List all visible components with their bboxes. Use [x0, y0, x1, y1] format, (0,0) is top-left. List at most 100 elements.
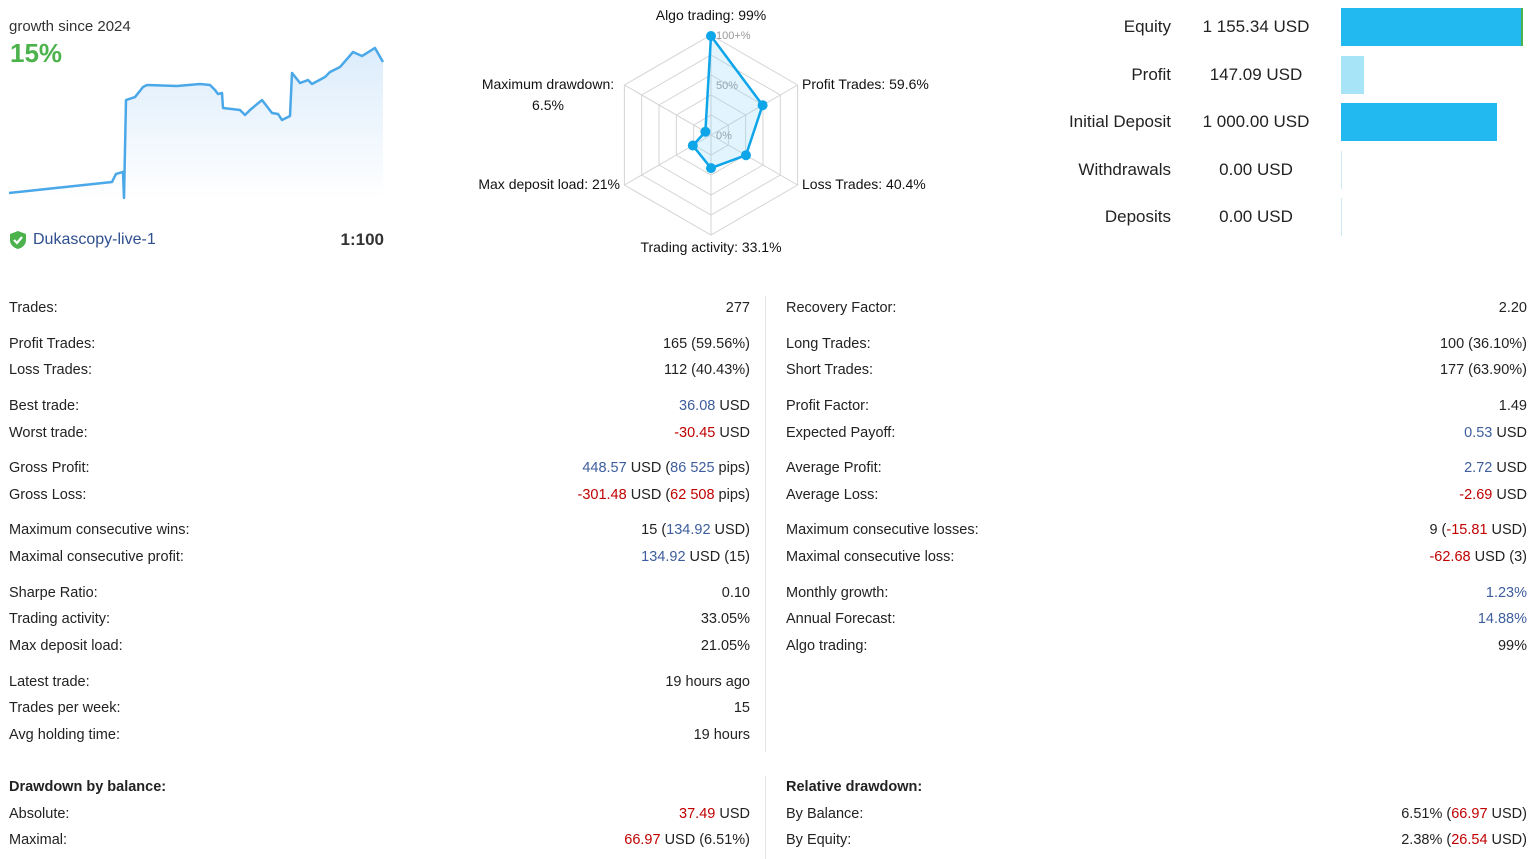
stat-row: Maximal: 66.97 USD (6.51%)	[9, 832, 750, 848]
balance-row: Deposits 0.00 USD	[1040, 198, 1342, 236]
stat-row: Avg holding time: 19 hours	[9, 727, 750, 743]
stat-value-part: USD (6.51%)	[660, 832, 750, 848]
stat-row: Trades per week: 15	[9, 700, 750, 716]
stat-value-part: 15	[733, 700, 750, 716]
stat-value-part: 100 (36.10%)	[1439, 336, 1527, 352]
stat-value-part: 0.10	[721, 585, 750, 601]
radar-axis-label: Max deposit load: 21%	[478, 176, 620, 192]
stat-value-part: 134.92	[641, 549, 686, 565]
stat-label: Maximal consecutive loss:	[786, 549, 955, 565]
radar-point	[687, 140, 698, 151]
radar-axis-label: Algo trading: 99%	[656, 7, 767, 23]
balance-row: Initial Deposit 1 000.00 USD	[1040, 103, 1497, 141]
stat-row: Recovery Factor: 2.20	[786, 300, 1527, 316]
server-link[interactable]: Dukascopy-live-1	[9, 230, 156, 250]
stat-label: Profit Factor:	[786, 398, 869, 414]
balance-label: Profit	[1131, 64, 1171, 84]
radar-series-area	[691, 32, 765, 170]
stat-value: 165 (59.56%)	[663, 336, 750, 352]
balance-label: Initial Deposit	[1068, 112, 1171, 131]
growth-label: growth since 2024	[9, 18, 131, 35]
stat-value-part: 112 (40.43%)	[664, 362, 750, 378]
stat-label: Gross Profit:	[9, 460, 90, 476]
stat-label: Relative drawdown:	[786, 779, 923, 795]
balance-bar	[1341, 198, 1342, 236]
stat-value-part: 9 (	[1429, 522, 1447, 538]
radar-point	[706, 31, 716, 41]
stat-label: Algo trading:	[786, 638, 868, 654]
stat-label: Gross Loss:	[9, 487, 87, 503]
stat-row: Drawdown by balance:	[9, 779, 750, 795]
stat-row: Average Profit: 2.72 USD	[786, 460, 1527, 476]
stat-value: 19 hours	[694, 727, 750, 743]
stat-row: Latest trade: 19 hours ago	[9, 674, 750, 690]
stat-value: 9 (-15.81 USD)	[1429, 522, 1527, 538]
stat-row: Relative drawdown:	[786, 779, 1527, 795]
stat-value: 1.49	[1499, 398, 1527, 414]
stat-row: Loss Trades: 112 (40.43%)	[9, 362, 750, 378]
stat-row: Best trade: 36.08 USD	[9, 398, 750, 414]
stat-row: Short Trades: 177 (63.90%)	[786, 362, 1527, 378]
stat-label: Recovery Factor:	[786, 300, 897, 316]
stat-value-part: USD	[715, 425, 750, 441]
stat-value-part: USD (	[626, 460, 671, 476]
stat-label: Latest trade:	[9, 674, 90, 690]
stat-value-part: USD	[715, 806, 750, 822]
stat-value: -2.69 USD	[1459, 487, 1527, 503]
stat-value: 277	[726, 300, 750, 316]
stat-value-part: 86 525	[670, 460, 715, 476]
radar-scale-label: 50%	[716, 80, 738, 92]
growth-chart[interactable]	[0, 40, 390, 210]
stat-label: Short Trades:	[786, 362, 874, 378]
stat-label: Trades per week:	[9, 700, 121, 716]
stat-value-part: USD)	[1487, 522, 1527, 538]
balance-bar	[1341, 8, 1523, 46]
stat-value-part: 6.51% (	[1401, 806, 1452, 822]
stat-value: 21.05%	[701, 638, 750, 654]
stat-label: Annual Forecast:	[786, 611, 896, 627]
stat-row: Profit Factor: 1.49	[786, 398, 1527, 414]
radar-axis-label: Loss Trades: 40.4%	[802, 176, 926, 192]
stat-value: -30.45 USD	[674, 425, 750, 441]
stat-row: Trades: 277	[9, 300, 750, 316]
stat-value: 6.51% (66.97 USD)	[1401, 806, 1527, 822]
growth-line	[8, 46, 385, 200]
stat-row: Max deposit load: 21.05%	[9, 638, 750, 654]
stat-value-part: 177 (63.90%)	[1439, 362, 1527, 378]
stat-value-part: 165 (59.56%)	[662, 336, 750, 352]
radar-axis-label: Maximum drawdown:	[482, 76, 614, 92]
stat-row: Maximum consecutive wins: 15 (134.92 USD)	[9, 522, 750, 538]
stat-value-part: 1.23%	[1485, 585, 1527, 601]
stat-row: Maximal consecutive loss: -62.68 USD (3)	[786, 549, 1527, 565]
radar-axis	[710, 134, 798, 186]
stat-value: 99%	[1498, 638, 1527, 654]
column-divider	[765, 296, 766, 752]
stat-value-part: pips)	[714, 487, 750, 503]
stat-row: Monthly growth: 1.23%	[786, 585, 1527, 601]
stat-row: Gross Profit: 448.57 USD (86 525 pips)	[9, 460, 750, 476]
stat-label: Trades:	[9, 300, 58, 316]
stat-row: Profit Trades: 165 (59.56%)	[9, 336, 750, 352]
radar-axis-label: Profit Trades: 59.6%	[802, 76, 929, 92]
stat-value: 2.72 USD	[1464, 460, 1527, 476]
stat-row: Expected Payoff: 0.53 USD	[786, 425, 1527, 441]
balance-value: 1 155.34 USD	[1202, 17, 1310, 36]
stat-row: Sharpe Ratio: 0.10	[9, 585, 750, 601]
stat-label: Maximal:	[9, 832, 68, 848]
stat-value-part: USD	[1492, 487, 1527, 503]
stat-label: Trading activity:	[9, 611, 110, 627]
stat-value-part: 99%	[1497, 638, 1527, 654]
stat-label: By Equity:	[786, 832, 852, 848]
stat-value: 2.20	[1499, 300, 1527, 316]
stat-value: 2.38% (26.54 USD)	[1401, 832, 1527, 848]
stat-value-part: 19 hours	[693, 727, 750, 743]
stat-label: Long Trades:	[786, 336, 871, 352]
stat-value-part: USD)	[1487, 806, 1527, 822]
stat-label: Loss Trades:	[9, 362, 93, 378]
stat-value: 33.05%	[701, 611, 750, 627]
stat-value-part: USD (	[626, 487, 671, 503]
stat-row: Annual Forecast: 14.88%	[786, 611, 1527, 627]
stat-label: Best trade:	[9, 398, 80, 414]
stat-label: Profit Trades:	[9, 336, 96, 352]
stat-row: Trading activity: 33.05%	[9, 611, 750, 627]
